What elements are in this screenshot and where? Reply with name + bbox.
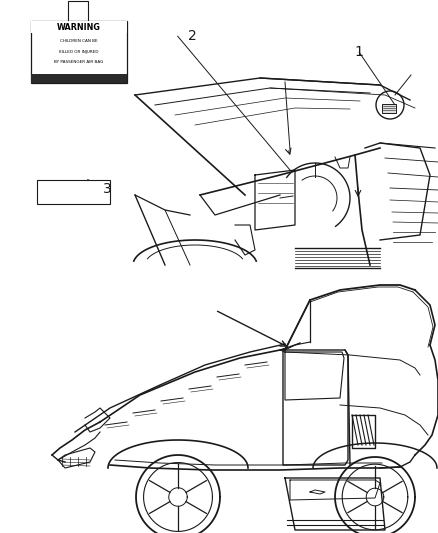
Bar [68,1,88,21]
Bar [31,74,127,83]
Text: 1: 1 [355,45,364,59]
Bar [37,180,110,204]
Text: BY PASSENGER AIR BAG: BY PASSENGER AIR BAG [54,60,103,64]
Bar [31,21,127,83]
Bar [31,21,127,33]
Text: WARNING: WARNING [57,23,101,31]
Text: 3: 3 [103,182,112,196]
Bar [382,104,396,113]
Text: CHILDREN CAN BE: CHILDREN CAN BE [60,39,98,44]
Text: 2: 2 [188,29,197,43]
Text: KILLED OR INJURED: KILLED OR INJURED [59,50,99,54]
